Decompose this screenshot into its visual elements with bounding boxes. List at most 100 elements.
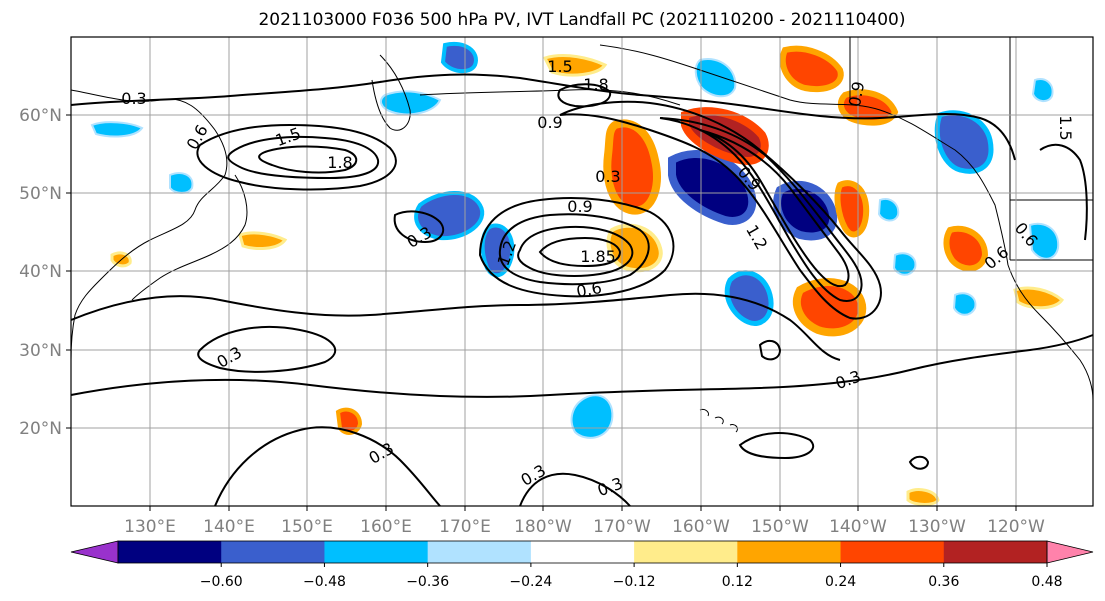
pv-contour xyxy=(738,432,815,460)
contour-label: 1.8 xyxy=(327,153,352,172)
pv-contour xyxy=(258,145,358,174)
longitude-tick-label: 140°E xyxy=(203,517,255,537)
pv-contour xyxy=(393,210,445,244)
pv-contour xyxy=(557,83,612,108)
colorbar-frame xyxy=(117,540,1048,564)
colorbar-tick-label: −0.60 xyxy=(200,574,243,590)
longitude-tick-label: 130°W xyxy=(908,517,966,537)
latitude-tick-label: 60°N xyxy=(19,106,62,126)
pv-contour xyxy=(699,129,850,288)
pos-anomaly-blob xyxy=(542,54,608,77)
longitude-tick-label: 160°W xyxy=(672,517,730,537)
pv-contour xyxy=(197,325,337,373)
neg-anomaly-blob xyxy=(440,41,478,74)
pv-contours xyxy=(70,73,1094,507)
neg-anomaly-blob xyxy=(1028,222,1060,260)
pv-contour xyxy=(1039,143,1088,241)
colorbar-tick-label: 0.12 xyxy=(722,574,753,590)
colorbar-tick-label: −0.12 xyxy=(613,574,656,590)
colorbar-segment xyxy=(737,541,842,563)
pv-contour xyxy=(196,123,397,191)
colorbar-tick-label: 0.48 xyxy=(1031,574,1062,590)
longitude-tick-label: 170°E xyxy=(439,517,491,537)
pv-contour xyxy=(758,339,782,361)
pv-contour xyxy=(227,135,380,180)
colorbar-tick-label: −0.24 xyxy=(509,574,552,590)
pv-contour xyxy=(517,225,634,277)
neg-anomaly-blob xyxy=(169,172,194,194)
neg-anomaly-blob xyxy=(892,252,917,276)
longitude-tick-label: 160°E xyxy=(360,517,412,537)
pos-anomaly-blob xyxy=(603,119,661,215)
colorbar-segment xyxy=(221,541,325,563)
latitude-tick-label: 30°N xyxy=(19,341,62,361)
pos-anomaly-blob xyxy=(335,407,363,435)
contour-label: 1.5 xyxy=(547,57,572,76)
contour-label: 0.3 xyxy=(595,167,620,186)
pos-anomaly-blob xyxy=(238,231,288,250)
neg-anomaly-blob xyxy=(570,394,614,439)
contour-label: 0.6 xyxy=(575,278,603,301)
pv-contour xyxy=(498,213,650,286)
contour-label: 0.3 xyxy=(121,89,146,108)
latitude-tick-label: 50°N xyxy=(19,184,62,204)
colorbar-tick-label: −0.48 xyxy=(303,574,346,590)
neg-anomaly-blob xyxy=(1031,78,1054,102)
contour-label: 1.5 xyxy=(1056,115,1075,140)
pv-anomaly-shading xyxy=(90,41,1065,506)
canada-border xyxy=(849,37,1093,261)
neg-anomaly-blob xyxy=(694,58,737,98)
neg-anomaly-blob xyxy=(90,121,144,138)
pos-anomaly-blob xyxy=(834,180,870,238)
contour-label: 0.9 xyxy=(845,80,868,108)
neg-anomaly-blob xyxy=(952,292,977,316)
colorbar-tick-label: 0.24 xyxy=(825,574,856,590)
pos-anomaly-blob xyxy=(906,488,940,506)
figure-title: 2021103000 F036 500 hPa PV, IVT Landfall… xyxy=(258,10,905,30)
neg-anomaly-blob xyxy=(724,270,774,326)
pv-contour xyxy=(559,100,882,320)
latitude-ticks: 60°N 50°N 40°N 30°N 20°N xyxy=(19,106,71,439)
alaska-coastline xyxy=(599,44,1009,266)
pv-contour xyxy=(478,197,675,298)
latitude-tick-label: 40°N xyxy=(19,262,62,282)
longitude-tick-label: 120°W xyxy=(987,517,1045,537)
colorbar-segment xyxy=(943,541,1048,563)
pv-contour xyxy=(214,426,441,507)
pv-contour xyxy=(70,73,1016,161)
pv-contour xyxy=(908,455,930,470)
contour-label: 1.8 xyxy=(583,75,608,94)
contour-label: 0.9 xyxy=(567,197,592,216)
colorbar: −0.60 −0.48 −0.36 −0.24 −0.12 0.12 0.24 0.36 0.4… xyxy=(70,540,1094,590)
colorbar-tick-label: 0.36 xyxy=(928,574,959,590)
pv-contour xyxy=(70,334,1094,398)
pv-contour xyxy=(70,292,841,361)
pos-anomaly-blob xyxy=(606,223,663,273)
pv-contour xyxy=(538,236,622,268)
colorbar-segment xyxy=(530,541,635,563)
pos-anomaly-blob xyxy=(792,278,867,337)
neg-anomaly-blob xyxy=(480,223,515,278)
longitude-tick-label: 150°E xyxy=(281,517,333,537)
longitude-tick-label: 130°E xyxy=(124,517,176,537)
longitude-ticks: 130°E 140°E 150°E 160°E 170°E 180°W 170°W 160°W… xyxy=(124,506,1045,537)
contour-label: 0.9 xyxy=(537,113,562,132)
latitude-tick-label: 20°N xyxy=(19,419,62,439)
colorbar-segment xyxy=(427,541,532,563)
colorbar-segment xyxy=(324,541,429,563)
pos-anomaly-blob xyxy=(943,225,989,272)
pv-contour xyxy=(519,472,631,507)
colorbar-segment xyxy=(840,541,945,563)
colorbar-extend-low xyxy=(70,540,119,564)
colorbar-extend-high xyxy=(1046,540,1094,564)
neg-anomaly-blob xyxy=(379,90,442,116)
japan-coastline xyxy=(131,174,248,301)
neg-anomaly-blob xyxy=(877,198,900,222)
pos-anomaly-blob xyxy=(779,45,844,92)
colorbar-segment xyxy=(634,541,738,563)
map-panel: 0.30.6 0.91.51.81.851.20.30.30.30.3 0.30.6… xyxy=(70,36,1094,507)
contour-label: 1.85 xyxy=(580,247,616,266)
colorbar-segment xyxy=(118,541,222,563)
colorbar-tick-label: −0.36 xyxy=(406,574,449,590)
